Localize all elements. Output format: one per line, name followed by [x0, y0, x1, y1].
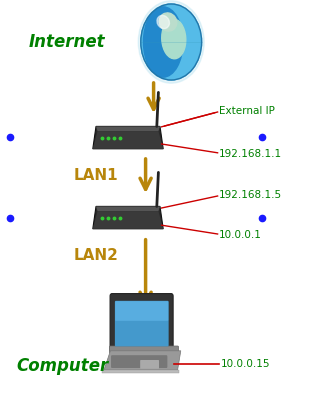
Text: Computer: Computer [16, 357, 108, 375]
Polygon shape [102, 370, 179, 373]
Ellipse shape [159, 13, 177, 31]
Text: 192.168.1.1: 192.168.1.1 [219, 148, 282, 158]
Ellipse shape [162, 19, 186, 59]
Polygon shape [93, 126, 163, 149]
Polygon shape [104, 351, 181, 370]
Polygon shape [96, 126, 160, 131]
Text: LAN1: LAN1 [74, 168, 118, 184]
Polygon shape [93, 131, 163, 149]
Ellipse shape [157, 15, 170, 29]
Text: External IP: External IP [219, 106, 275, 116]
Circle shape [138, 1, 204, 83]
Text: 10.0.0.15: 10.0.0.15 [221, 359, 270, 369]
FancyBboxPatch shape [109, 346, 179, 353]
Polygon shape [93, 206, 163, 229]
Text: LAN2: LAN2 [74, 248, 118, 264]
Polygon shape [96, 206, 160, 211]
Circle shape [141, 4, 202, 80]
FancyBboxPatch shape [111, 355, 167, 368]
FancyBboxPatch shape [110, 294, 173, 352]
Text: 10.0.0.1: 10.0.0.1 [219, 230, 262, 240]
FancyBboxPatch shape [115, 301, 169, 346]
FancyBboxPatch shape [115, 301, 168, 321]
Text: Internet: Internet [29, 33, 105, 51]
Ellipse shape [143, 7, 183, 77]
FancyBboxPatch shape [140, 360, 159, 369]
Polygon shape [93, 211, 163, 229]
Text: 192.168.1.5: 192.168.1.5 [219, 190, 282, 200]
